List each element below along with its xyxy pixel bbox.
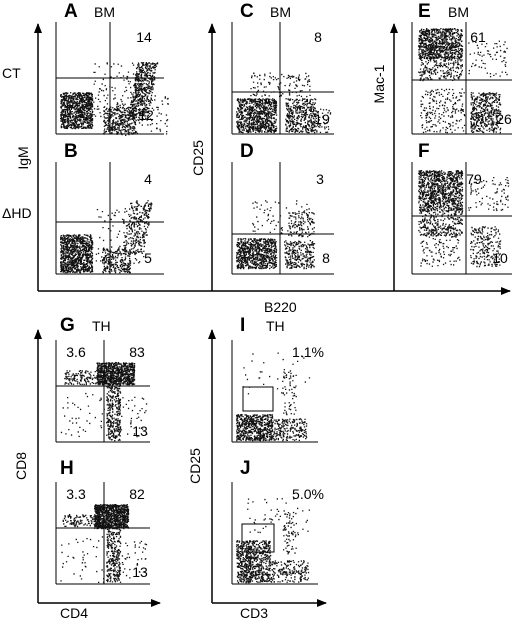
quadrant-value-tr: 4: [144, 171, 152, 187]
dot-layer: [60, 62, 169, 136]
quadrant-value-br: 12: [138, 107, 154, 123]
tissue-label: BM: [94, 4, 115, 20]
panel-letter: F: [418, 141, 430, 162]
plot-frame: [231, 482, 318, 585]
panel-d: D 3 8: [231, 141, 334, 275]
quadrant-value-tl: 79: [466, 171, 482, 187]
panel-c: C BM 8 19: [231, 1, 334, 135]
plot-frame: [411, 162, 512, 275]
plot-frame: [231, 22, 334, 135]
plot-frame: [231, 340, 318, 443]
panel-letter: H: [60, 458, 74, 479]
panel-letter: E: [418, 1, 431, 22]
panel-letter: D: [240, 141, 254, 162]
dot-layer: [236, 200, 316, 270]
quadrant-value-tl: 61: [470, 29, 486, 45]
cd3-low-cd25-gate: [242, 386, 274, 412]
tissue-label: BM: [270, 4, 291, 20]
y-axis-label-cd8: CD8: [13, 452, 29, 480]
quadrant-value-tr: 82: [129, 486, 145, 502]
cell-events: [236, 200, 316, 270]
dot-layer: [418, 28, 508, 134]
panel-letter: B: [64, 141, 78, 162]
quadrant-value-tl: 3.3: [66, 486, 86, 502]
cell-events: [60, 62, 169, 136]
panel-g: G TH 3.6 83 13: [55, 315, 150, 443]
quadrant-value-br: 13: [132, 423, 148, 439]
quadrant-value-tr: 83: [129, 344, 145, 360]
tissue-label: TH: [92, 318, 111, 334]
cell-events: [418, 170, 510, 268]
quadrant-value-tr: 3: [316, 171, 324, 187]
tissue-label: TH: [266, 318, 285, 334]
quadrant-value-br: 8: [322, 250, 330, 266]
y-axis-label-igm: IgM: [15, 146, 31, 169]
quadrant-value-br: 26: [496, 111, 512, 127]
panel-e: E BM 61 26: [411, 1, 512, 135]
dot-layer: [60, 504, 148, 583]
row-label-ct: CT: [2, 65, 21, 81]
plot-frame: [411, 22, 512, 135]
cell-events: [60, 362, 148, 442]
dot-layer: [236, 352, 311, 442]
cell-events: [418, 28, 508, 134]
panel-a: A BM 14 12: [55, 1, 169, 136]
panel-letter: C: [240, 1, 254, 22]
y-axis-label-mac1: Mac-1: [371, 64, 387, 103]
axes-top-group: [34, 23, 511, 295]
quadrant-value-br: 19: [314, 111, 330, 127]
quadrant-value-tr: 1.1%: [292, 344, 324, 360]
quadrant-value-tl: 3.6: [66, 344, 86, 360]
panel-b: B 4 5: [55, 141, 164, 275]
panel-letter: A: [64, 1, 78, 22]
x-axis-label-cd4: CD4: [60, 605, 88, 621]
panel-letter: J: [240, 458, 251, 479]
cell-events: [60, 200, 153, 274]
cell-events: [236, 352, 311, 442]
panel-h: H 3.3 82 13: [55, 458, 150, 585]
quadrant-value-br: 10: [492, 250, 508, 266]
panel-letter: I: [240, 315, 245, 336]
cell-events: [60, 504, 148, 583]
plot-frame: [55, 340, 150, 443]
x-axis-label-cd3: CD3: [240, 605, 268, 621]
dot-layer: [60, 362, 148, 442]
y-axis-label-cd25-top: CD25: [190, 140, 206, 176]
dot-layer: [60, 200, 153, 274]
quadrant-value-tr: 8: [314, 29, 322, 45]
dot-layer: [236, 498, 310, 584]
tissue-label: BM: [448, 4, 469, 20]
quadrant-value-tr: 5.0%: [292, 486, 324, 502]
dot-layer: [418, 170, 510, 268]
panel-f: F 79 10: [411, 141, 512, 275]
quadrant-value-tr: 14: [136, 29, 152, 45]
axes-bottom-group: [34, 329, 327, 607]
panel-j: J 5.0%: [231, 458, 324, 585]
y-axis-label-cd25-bottom: CD25: [187, 448, 203, 484]
panel-letter: G: [60, 315, 75, 336]
cell-events: [236, 72, 332, 134]
dot-layer: [236, 72, 332, 134]
x-axis-label-b220: B220: [264, 299, 297, 315]
cell-events: [236, 498, 310, 584]
quadrant-value-br: 13: [132, 564, 148, 580]
quadrant-value-br: 5: [144, 250, 152, 266]
row-label-dhd: ΔHD: [2, 205, 32, 221]
panel-i: I TH 1.1%: [231, 315, 324, 443]
